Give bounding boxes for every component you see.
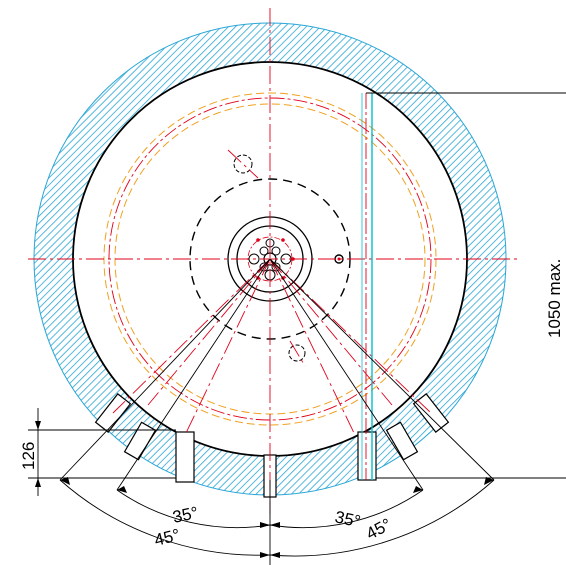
angle-inner-left-label: 35° — [171, 503, 200, 527]
angle-dimensions — [59, 258, 495, 565]
diameter-dimension — [366, 92, 566, 479]
angle-outer-right-label: 45° — [363, 515, 395, 544]
diameter-label: 1050 max. — [545, 259, 564, 338]
height-label: 126 — [19, 442, 38, 470]
angle-inner-right-label: 35° — [333, 507, 362, 531]
vertical-reference-lines — [361, 93, 373, 480]
angle-outer-left-label: 45° — [152, 525, 182, 550]
height-dimension — [28, 408, 176, 496]
